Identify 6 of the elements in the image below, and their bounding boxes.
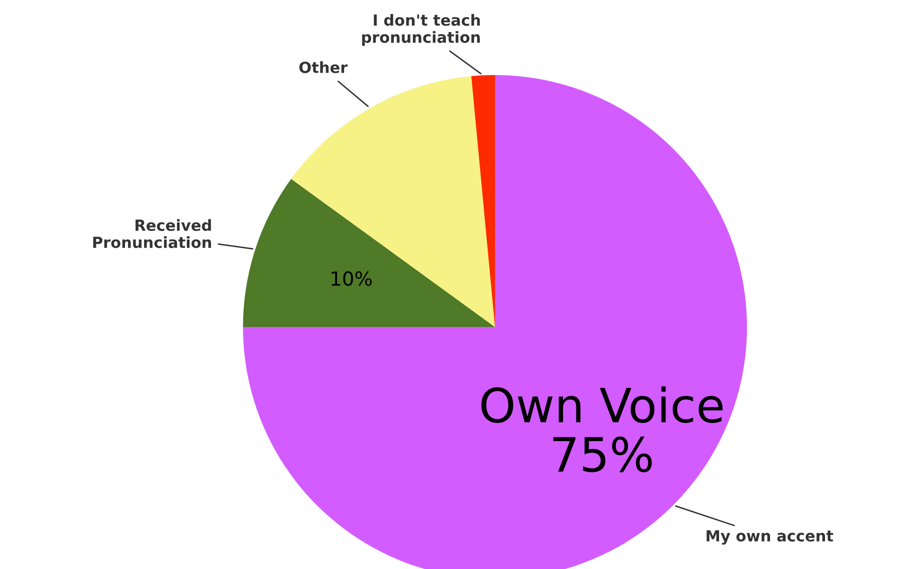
slice-label: My own accent (706, 530, 834, 545)
data-label: Own Voice 75% (481, 386, 723, 472)
slice-label: Received Pronunciation (93, 219, 211, 248)
data-label: 10% (332, 271, 372, 286)
slice-label: I don't teach pronunciation (362, 14, 480, 46)
slice-label: Other (299, 61, 348, 74)
